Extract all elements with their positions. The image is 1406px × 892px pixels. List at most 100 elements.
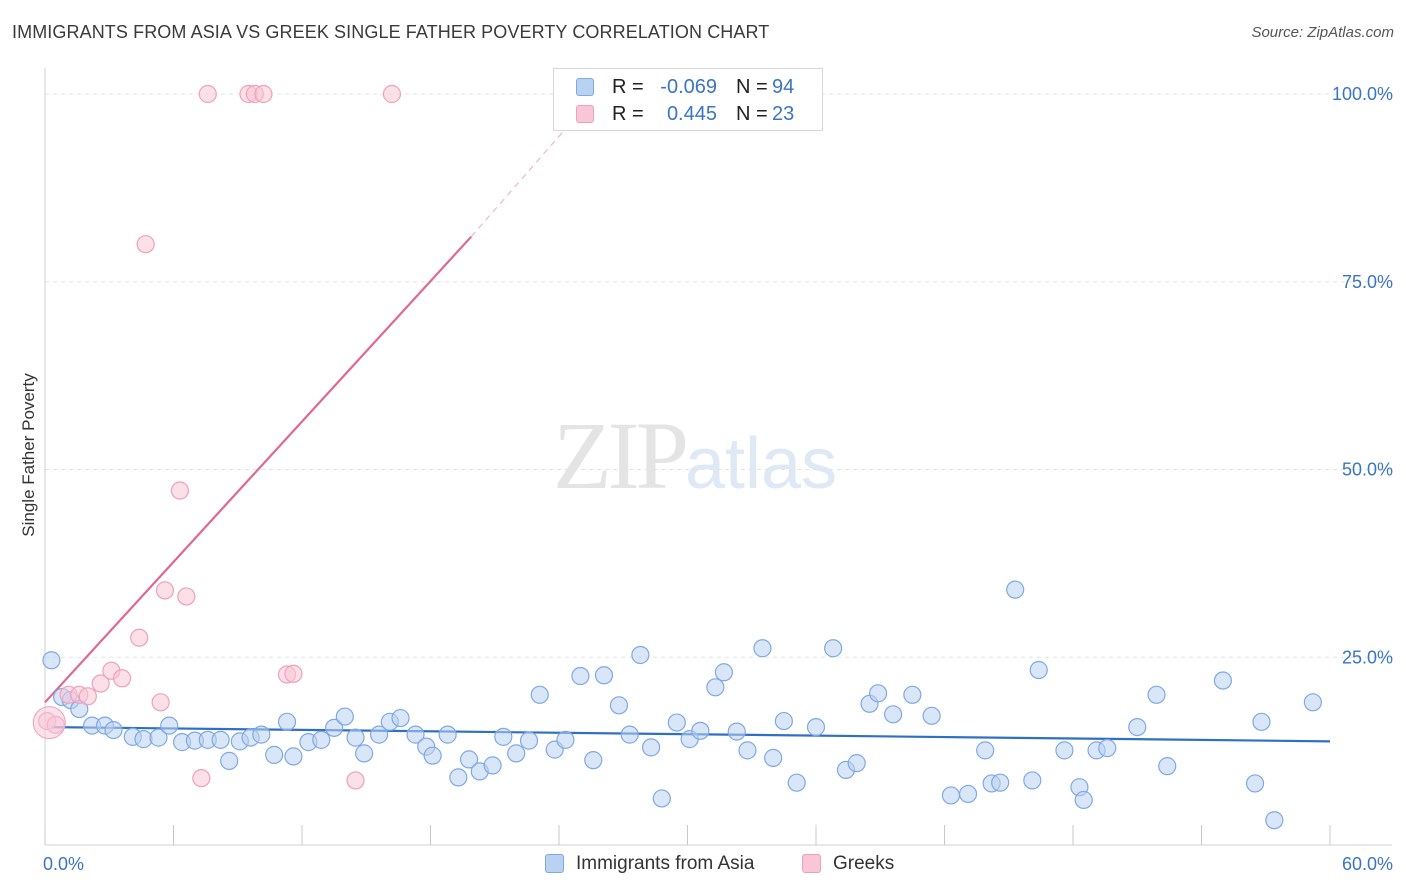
point-greeks (155, 581, 175, 600)
point-greeks (192, 769, 211, 788)
point-asia (652, 789, 671, 808)
point-asia (847, 754, 866, 773)
point-asia (355, 744, 374, 763)
point-asia (738, 741, 757, 760)
point-greeks (198, 84, 217, 104)
bottom-legend-swatch-greeks (802, 854, 821, 873)
point-greeks (151, 693, 170, 712)
point-greeks (382, 84, 402, 104)
legend-row-greeks: R = 0.445 N = 23 (554, 101, 822, 127)
point-asia (714, 663, 734, 682)
point-asia (869, 684, 888, 703)
point-greeks (78, 687, 97, 706)
legend-row-asia: R = -0.069 N = 94 (554, 74, 822, 100)
point-asia (584, 751, 603, 770)
point-greeks (170, 481, 190, 500)
point-asia (806, 717, 826, 737)
point-asia (1147, 685, 1166, 704)
point-asia (265, 745, 284, 764)
point-asia (391, 708, 410, 728)
point-asia (594, 666, 614, 685)
point-asia (764, 748, 783, 767)
point-asia (1158, 757, 1177, 776)
y-tick-label: 25.0% (1342, 647, 1393, 667)
point-greeks (346, 771, 365, 790)
point-asia (991, 773, 1010, 792)
legend-n-label: N = (736, 76, 768, 98)
legend-n-value-asia: 94 (772, 76, 795, 98)
point-asia (609, 696, 629, 715)
point-asia (706, 678, 725, 697)
legend-n-label: N = (736, 103, 768, 125)
point-asia (1303, 693, 1322, 712)
point-asia (519, 731, 539, 750)
bottom-legend-label-asia: Immigrants from Asia (576, 853, 755, 874)
point-asia (1023, 771, 1042, 790)
point-asia (1265, 811, 1284, 830)
point-asia (346, 728, 365, 747)
point-greeks (136, 235, 155, 254)
point-asia (459, 750, 479, 769)
point-asia (42, 651, 61, 670)
point-asia (1029, 660, 1048, 680)
point-asia (530, 685, 549, 704)
point-asia (423, 746, 442, 765)
point-greeks (254, 84, 273, 104)
point-asia (149, 728, 168, 747)
point-asia (335, 707, 354, 726)
legend-swatch-greeks (576, 105, 594, 123)
legend-r-label: R = (612, 103, 644, 125)
point-asia (620, 725, 639, 744)
point-greeks (177, 587, 196, 606)
point-asia (370, 725, 389, 744)
trend-line-greeks (44, 235, 473, 704)
point-asia (641, 738, 661, 757)
y-axis-label: Single Father Poverty (19, 373, 38, 537)
data-points (32, 84, 1322, 830)
bottom-legend-label-greeks: Greeks (833, 853, 895, 874)
point-greeks (112, 669, 132, 688)
x-tick-label: 0.0% (43, 854, 84, 874)
x-tick-label: 60.0% (1342, 854, 1393, 874)
point-asia (449, 768, 468, 787)
point-asia (1098, 739, 1117, 758)
point-greeks (130, 628, 149, 647)
watermark-zip: ZIP (553, 402, 689, 509)
point-asia (284, 747, 303, 766)
point-asia (134, 730, 153, 749)
grid-lines (45, 93, 1392, 658)
trend-line-greeks-extension (470, 123, 571, 238)
y-tick-label: 75.0% (1342, 272, 1393, 292)
trend-lines (44, 123, 1331, 743)
point-asia (494, 727, 513, 746)
point-asia (667, 713, 686, 732)
legend-r-value-asia: -0.069 (660, 76, 717, 98)
legend-r-label: R = (612, 76, 644, 98)
point-asia (883, 705, 903, 724)
point-asia (483, 756, 502, 775)
legend-n-value-greeks: 23 (772, 103, 795, 125)
point-asia (1213, 671, 1233, 690)
y-tick-label: 100.0% (1332, 84, 1393, 104)
point-asia (160, 716, 179, 735)
point-asia (922, 706, 941, 725)
point-asia (556, 730, 575, 749)
point-asia (1006, 580, 1025, 599)
point-asia (824, 639, 843, 658)
point-asia (903, 685, 922, 704)
point-asia (438, 725, 457, 744)
point-asia (1074, 790, 1093, 810)
point-asia (252, 725, 271, 744)
point-asia (787, 773, 806, 792)
point-asia (958, 784, 978, 804)
point-asia (1252, 712, 1271, 731)
point-asia (406, 725, 425, 744)
point-asia (691, 721, 710, 740)
point-asia (325, 718, 344, 737)
point-greeks (91, 674, 110, 693)
legend-r-value-greeks: 0.445 (666, 103, 717, 125)
point-asia (753, 639, 772, 658)
point-asia (941, 786, 961, 805)
point-asia (211, 730, 230, 749)
